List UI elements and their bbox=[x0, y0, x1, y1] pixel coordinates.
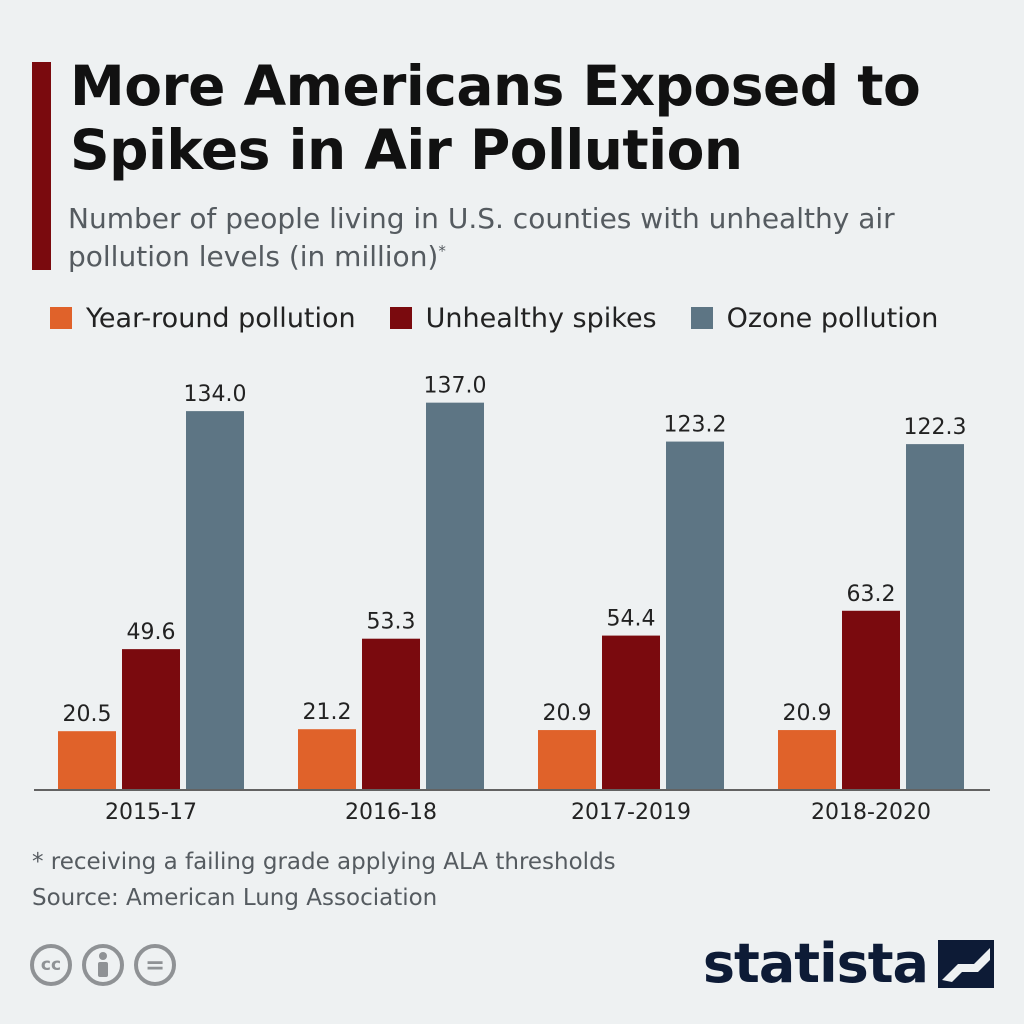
data-label-spikes-4: 63.2 bbox=[847, 582, 896, 607]
subtitle-text: Number of people living in U.S. counties… bbox=[68, 202, 895, 273]
bar-chart: 20.5 49.6 134.0 2015-17 21.2 53.3 137.0 2016-18… bbox=[34, 374, 990, 825]
statista-logo-mark-icon bbox=[938, 939, 994, 988]
bar-ozone-1 bbox=[186, 411, 244, 789]
x-tick-label-4: 2018-2020 bbox=[811, 800, 931, 825]
legend-item-spikes: Unhealthy spikes bbox=[389, 302, 657, 334]
legend-item-year-round: Year-round pollution bbox=[50, 303, 356, 334]
cc-icon[interactable]: cc bbox=[30, 944, 72, 986]
legend-label-ozone: Ozone pollution bbox=[726, 302, 939, 334]
data-label-ozone-1: 134.0 bbox=[184, 382, 247, 407]
footnote-source: Source: American Lung Association bbox=[32, 885, 438, 911]
bar-year-round-1 bbox=[58, 731, 116, 789]
footnotes: * receiving a failing grade applying ALA… bbox=[32, 844, 616, 916]
bar-ozone-2 bbox=[426, 402, 484, 789]
bar-spikes-2 bbox=[362, 638, 420, 789]
data-label-year-round-4: 20.9 bbox=[783, 701, 832, 726]
legend: Year-round pollution Unhealthy spikes Oz… bbox=[50, 298, 994, 338]
bar-spikes-4 bbox=[842, 610, 900, 789]
license-icons: cc = bbox=[30, 944, 176, 986]
statista-logo[interactable]: statista bbox=[703, 932, 994, 995]
statista-wordmark: statista bbox=[702, 932, 929, 995]
chart-subtitle: Number of people living in U.S. counties… bbox=[68, 200, 968, 276]
data-label-spikes-3: 54.4 bbox=[607, 607, 656, 632]
footnote-note: * receiving a failing grade applying ALA… bbox=[32, 849, 616, 875]
legend-item-ozone: Ozone pollution bbox=[690, 302, 939, 334]
bar-year-round-2 bbox=[298, 729, 356, 789]
legend-swatch-ozone bbox=[690, 307, 713, 329]
data-label-spikes-1: 49.6 bbox=[127, 620, 176, 645]
x-tick-label-3: 2017-2019 bbox=[571, 800, 691, 825]
data-label-year-round-3: 20.9 bbox=[543, 701, 592, 726]
bar-year-round-4 bbox=[778, 730, 836, 789]
data-label-year-round-1: 20.5 bbox=[63, 702, 112, 727]
legend-label-year-round: Year-round pollution bbox=[86, 302, 356, 334]
data-label-ozone-3: 123.2 bbox=[664, 413, 727, 438]
legend-swatch-year-round bbox=[50, 307, 72, 329]
bar-ozone-4 bbox=[906, 444, 964, 789]
x-tick-label-1: 2015-17 bbox=[105, 800, 197, 825]
no-derivatives-icon[interactable]: = bbox=[134, 944, 176, 986]
data-label-spikes-2: 53.3 bbox=[367, 610, 416, 635]
legend-swatch-spikes bbox=[389, 307, 412, 329]
bar-spikes-3 bbox=[602, 635, 660, 789]
title-accent-bar bbox=[32, 62, 51, 270]
legend-label-spikes: Unhealthy spikes bbox=[425, 302, 657, 334]
data-label-ozone-4: 122.3 bbox=[904, 415, 967, 440]
data-label-year-round-2: 21.2 bbox=[303, 700, 352, 725]
bar-year-round-3 bbox=[538, 730, 596, 789]
bar-spikes-1 bbox=[122, 649, 180, 789]
data-label-ozone-2: 137.0 bbox=[424, 374, 487, 399]
attribution-person-icon[interactable] bbox=[82, 944, 124, 986]
chart-title: More Americans Exposed to Spikes in Air … bbox=[70, 54, 921, 182]
subtitle-footnote-marker: * bbox=[438, 242, 446, 260]
bar-ozone-3 bbox=[666, 441, 724, 789]
x-tick-label-2: 2016-18 bbox=[345, 800, 437, 825]
